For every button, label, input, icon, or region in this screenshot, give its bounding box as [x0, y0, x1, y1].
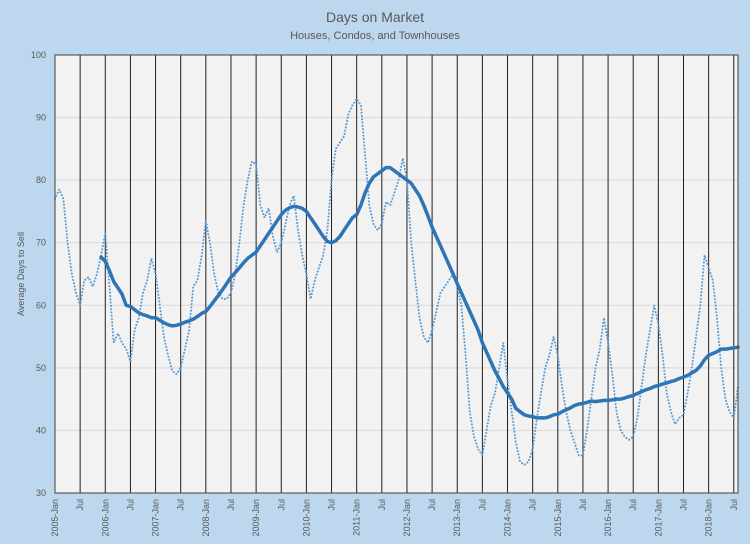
plot-area: [55, 55, 738, 493]
x-tick-label: 2007-Jan: [151, 499, 161, 537]
x-tick-label: Jul: [75, 499, 85, 511]
y-tick-label: 80: [36, 175, 46, 185]
chart-subtitle: Houses, Condos, and Townhouses: [290, 30, 460, 42]
x-tick-label: 2006-Jan: [100, 499, 110, 537]
moving-average-series-line: [99, 165, 740, 420]
x-tick-label: Jul: [125, 499, 135, 511]
y-tick-label: 30: [36, 488, 46, 498]
y-tick-label: 70: [36, 238, 46, 248]
x-tick-label: Jul: [176, 499, 186, 511]
x-tick-label: Jul: [276, 499, 286, 511]
x-tick-label: Jul: [528, 499, 538, 511]
chart-title: Days on Market: [326, 9, 424, 25]
x-tick-label: Jul: [628, 499, 638, 511]
x-tick-label: 2008-Jan: [201, 499, 211, 537]
x-tick-label: 2018-Jan: [704, 499, 714, 537]
x-tick-label: 2015-Jan: [553, 499, 563, 537]
x-tick-label: 2014-Jan: [503, 499, 513, 537]
x-tick-label: 2011-Jan: [352, 499, 362, 536]
x-tick-label: Jul: [427, 499, 437, 511]
y-tick-label: 50: [36, 363, 46, 373]
x-tick-label: 2012-Jan: [402, 499, 412, 537]
x-tick-label: 2013-Jan: [452, 499, 462, 537]
y-axis-title: Average Days to Sell: [16, 232, 26, 316]
plot-border: [54, 54, 739, 494]
y-tick-label: 90: [36, 113, 46, 123]
x-tick-label: Jul: [327, 499, 337, 511]
x-tick-label: Jul: [226, 499, 236, 511]
x-tick-label: 2005-Jan: [50, 499, 60, 537]
x-tick-label: 2017-Jan: [653, 499, 663, 537]
y-tick-label: 100: [31, 50, 46, 60]
x-tick-label: Jul: [578, 499, 588, 511]
x-tick-label: 2016-Jan: [603, 499, 613, 537]
y-tick-label: 40: [36, 425, 46, 435]
x-tick-label: 2009-Jan: [251, 499, 261, 537]
x-tick-label: Jul: [729, 499, 739, 511]
x-tick-label: Jul: [477, 499, 487, 511]
x-tick-label: Jul: [377, 499, 387, 511]
monthly-series-line: [54, 97, 739, 466]
y-tick-label: 60: [36, 300, 46, 310]
x-tick-label: Jul: [679, 499, 689, 511]
x-tick-label: 2010-Jan: [301, 499, 311, 537]
